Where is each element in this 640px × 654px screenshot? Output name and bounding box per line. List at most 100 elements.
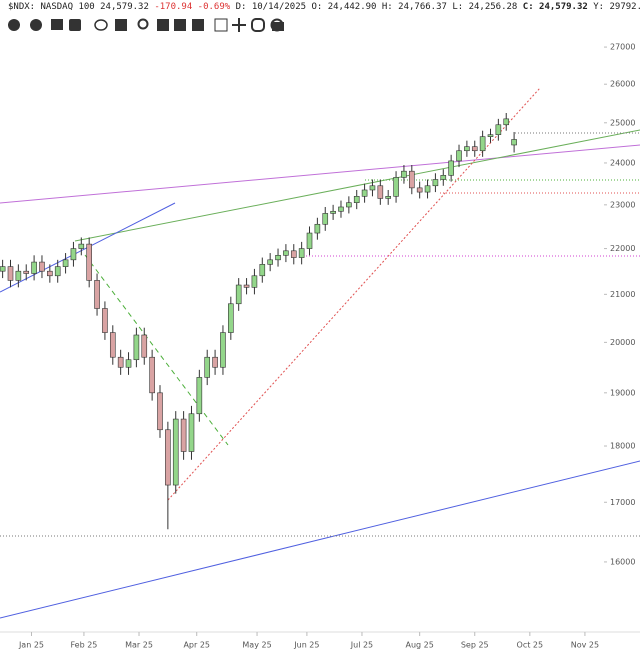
x-tick-label: Nov 25: [571, 641, 599, 650]
toolbar[interactable]: [8, 18, 284, 32]
candle-body: [204, 356, 211, 378]
tool-icon[interactable]: [8, 19, 20, 31]
x-tick-label: Jul 25: [350, 641, 373, 650]
candle-body: [424, 185, 431, 193]
candle-body: [70, 248, 77, 261]
candle-body: [7, 266, 14, 281]
extra: Y: 29792.4: [593, 2, 640, 12]
candle-body: [471, 146, 478, 152]
candle-body: [212, 356, 218, 368]
tool-icon[interactable]: [94, 19, 108, 31]
close: C: 24,579.32: [522, 2, 588, 12]
tool-icon[interactable]: [69, 19, 81, 31]
x-tick-label: May 25: [242, 641, 271, 650]
candle-body: [251, 275, 258, 288]
candle-body: [15, 270, 22, 281]
candle-body: [0, 266, 6, 272]
candle-body: [109, 332, 116, 358]
candle-body: [283, 250, 289, 256]
candle-body: [440, 175, 447, 180]
candle-body: [338, 206, 344, 212]
tool-icon[interactable]: [251, 18, 265, 32]
candle-body: [495, 124, 502, 135]
candle-body: [448, 160, 454, 176]
trendline: [0, 144, 640, 204]
tool-icon[interactable]: [137, 18, 149, 30]
candle-body: [353, 196, 360, 204]
tool-icon[interactable]: [192, 19, 204, 31]
quote-header: $NDX: NASDAQ 100 24,579.32 -170.94 -0.69…: [8, 2, 640, 12]
candle-body: [157, 392, 163, 431]
candle-body: [62, 259, 69, 267]
candle-body: [228, 303, 234, 333]
candle-body: [464, 146, 470, 152]
candle-body: [94, 280, 100, 309]
candle-body: [196, 377, 203, 415]
candle-body: [220, 332, 226, 368]
candle-body: [511, 139, 517, 146]
candle-body: [487, 134, 494, 137]
candle-body: [393, 177, 399, 197]
candle-body: [479, 136, 486, 152]
tool-icon[interactable]: [232, 18, 246, 32]
symbol: $NDX: NASDAQ 100 24,579.32: [8, 2, 149, 12]
tool-icon[interactable]: [115, 19, 127, 31]
drawings: [0, 87, 640, 619]
candle-body: [54, 266, 61, 277]
candle-body: [275, 255, 281, 261]
tool-icon[interactable]: [174, 19, 186, 31]
tool-icon[interactable]: [270, 18, 284, 32]
y-tick-label: 27000: [610, 43, 635, 52]
candle-body: [267, 259, 273, 265]
candle-body: [409, 170, 415, 189]
tool-icon[interactable]: [51, 19, 63, 30]
candle-body: [165, 429, 171, 486]
candle-body: [298, 248, 305, 258]
candle-body: [330, 210, 336, 214]
candle-body: [369, 185, 376, 191]
y-tick-label: 17000: [610, 498, 635, 507]
candle-body: [432, 179, 439, 187]
candle-body: [306, 232, 313, 249]
y-tick-label: 16000: [610, 557, 635, 566]
candle-body: [290, 250, 297, 258]
candle-body: [86, 243, 92, 281]
candle-body: [346, 202, 352, 208]
candle-body: [149, 356, 155, 394]
trendline: [84, 254, 229, 446]
candle-body: [39, 261, 45, 272]
y-tick-label: 25000: [610, 118, 635, 127]
x-tick-label: Apr 25: [183, 641, 210, 650]
candle-body: [259, 264, 266, 277]
y-tick-label: 21000: [610, 290, 635, 299]
tool-icon[interactable]: [30, 19, 42, 31]
x-tick-label: Jun 25: [293, 641, 319, 650]
y-tick-label: 19000: [610, 388, 635, 397]
x-tick-label: Mar 25: [125, 641, 153, 650]
candle-body: [361, 189, 368, 197]
tool-icon[interactable]: [214, 18, 228, 32]
candle-body: [180, 418, 187, 452]
candle-body: [102, 308, 108, 333]
candle-body: [401, 170, 407, 178]
trendline: [0, 460, 640, 619]
candle-body: [31, 261, 37, 274]
candle-body: [322, 213, 329, 225]
candle-body: [314, 223, 321, 234]
candle-body: [385, 196, 391, 199]
candle-body: [416, 187, 423, 193]
x-tick-label: Jan 25: [18, 641, 44, 650]
x-tick-label: Sep 25: [461, 641, 489, 650]
tool-icon[interactable]: [157, 19, 169, 31]
candle-body: [235, 284, 242, 305]
tool-icon[interactable]: [272, 22, 284, 31]
ohl: D: 10/14/2025 O: 24,442.90 H: 24,766.37 …: [235, 2, 518, 12]
candle-body: [377, 185, 384, 199]
candle-body: [47, 270, 53, 277]
candle-body: [117, 356, 124, 368]
y-tick-label: 18000: [610, 442, 635, 451]
candle-body: [243, 284, 250, 288]
y-tick-label: 26000: [610, 80, 635, 89]
